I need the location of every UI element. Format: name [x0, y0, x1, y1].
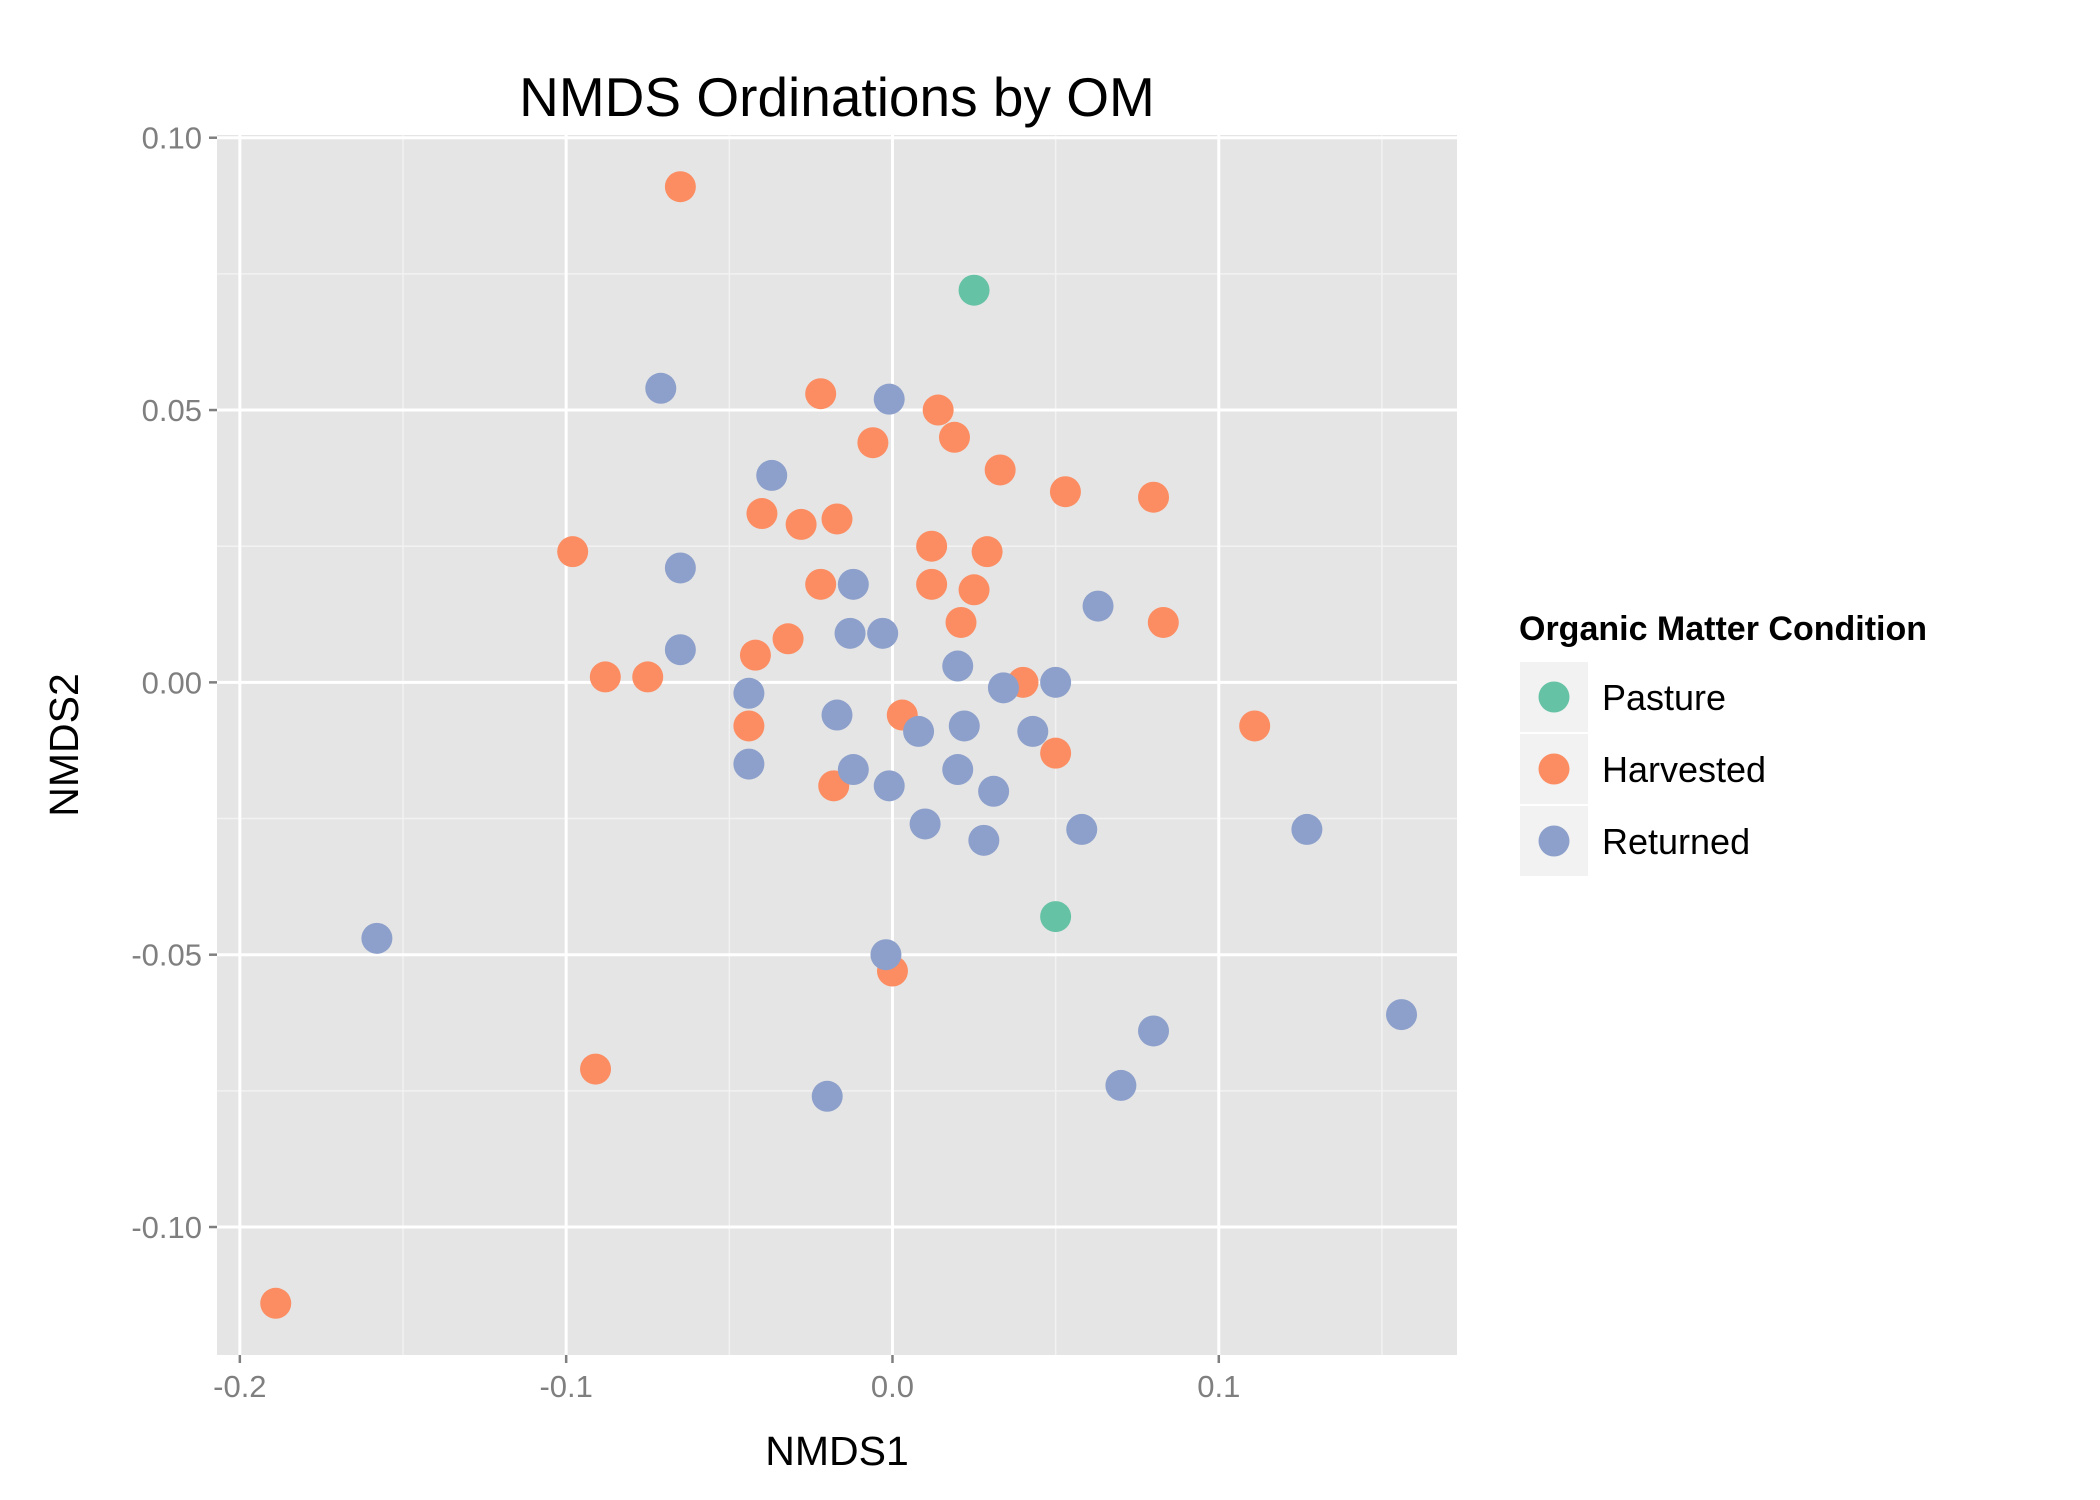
- legend-items: Pasture Harvested Returned: [1520, 662, 1766, 876]
- returned-point: [978, 775, 1010, 807]
- returned-point: [1138, 1015, 1170, 1047]
- returned-point: [1386, 999, 1418, 1031]
- y-tick-label: 0.05: [142, 393, 202, 428]
- returned-point: [837, 754, 869, 786]
- returned-point: [361, 922, 393, 954]
- x-tick-label: -0.1: [539, 1369, 592, 1404]
- harvested-point: [971, 536, 1003, 568]
- harvested-point: [916, 568, 948, 600]
- y-tick-label: 0.10: [142, 121, 202, 156]
- legend-swatch-returned: [1538, 825, 1570, 857]
- x-axis: -0.2 -0.1 0.0 0.1: [213, 1355, 1240, 1404]
- returned-point: [664, 634, 696, 666]
- harvested-point: [733, 710, 765, 742]
- harvested-point: [958, 574, 990, 606]
- harvested-point: [260, 1287, 292, 1319]
- harvested-point: [580, 1053, 612, 1085]
- returned-point: [987, 672, 1019, 704]
- returned-point: [1017, 715, 1049, 747]
- y-tick-label: 0.00: [142, 665, 202, 700]
- returned-point: [948, 710, 980, 742]
- y-axis-title: NMDS2: [41, 673, 87, 817]
- data-points: [260, 171, 1418, 1319]
- y-tick-label: -0.10: [131, 1210, 202, 1245]
- harvested-point: [916, 530, 948, 562]
- returned-point: [909, 808, 941, 840]
- returned-point: [1105, 1069, 1137, 1101]
- harvested-point: [1147, 606, 1179, 638]
- returned-point: [968, 824, 1000, 856]
- returned-point: [1291, 813, 1323, 845]
- harvested-point: [821, 503, 853, 535]
- returned-point: [867, 617, 899, 649]
- harvested-point: [746, 498, 778, 530]
- returned-point: [903, 715, 935, 747]
- returned-point: [821, 699, 853, 731]
- returned-point: [837, 568, 869, 600]
- returned-point: [834, 617, 866, 649]
- legend-label-returned: Returned: [1602, 821, 1750, 862]
- harvested-point: [1138, 481, 1170, 513]
- returned-point: [1082, 590, 1114, 622]
- returned-point: [733, 748, 765, 780]
- legend-swatch-pasture: [1538, 681, 1570, 713]
- major-gridlines: [217, 135, 1457, 1355]
- plot-panel: [217, 135, 1457, 1355]
- returned-point: [1040, 666, 1072, 698]
- harvested-point: [772, 623, 804, 655]
- returned-point: [873, 383, 905, 415]
- harvested-point: [938, 421, 970, 453]
- harvested-point: [1049, 476, 1081, 508]
- harvested-point: [922, 394, 954, 426]
- legend-swatch-harvested: [1538, 753, 1570, 785]
- harvested-point: [664, 171, 696, 203]
- x-tick-label: -0.2: [213, 1369, 266, 1404]
- harvested-point: [805, 568, 837, 600]
- returned-point: [756, 459, 788, 491]
- legend: Organic Matter Condition Pasture Harveste…: [1519, 610, 1927, 876]
- x-tick-label: 0.0: [871, 1369, 914, 1404]
- x-tick-label: 0.1: [1197, 1369, 1240, 1404]
- harvested-point: [589, 661, 621, 693]
- returned-point: [942, 754, 974, 786]
- harvested-point: [1239, 710, 1271, 742]
- returned-point: [645, 372, 677, 404]
- returned-point: [873, 770, 905, 802]
- returned-point: [942, 650, 974, 682]
- harvested-point: [1040, 737, 1072, 769]
- harvested-point: [785, 508, 817, 540]
- harvested-point: [945, 606, 977, 638]
- harvested-point: [984, 454, 1016, 486]
- returned-point: [733, 677, 765, 709]
- harvested-point: [857, 427, 889, 459]
- returned-point: [664, 552, 696, 584]
- y-tick-label: -0.05: [131, 938, 202, 973]
- returned-point: [1066, 813, 1098, 845]
- legend-label-pasture: Pasture: [1602, 677, 1726, 718]
- harvested-point: [557, 536, 589, 568]
- legend-label-harvested: Harvested: [1602, 749, 1766, 790]
- returned-point: [811, 1080, 843, 1112]
- x-axis-title: NMDS1: [765, 1428, 909, 1474]
- harvested-point: [632, 661, 664, 693]
- harvested-point: [739, 639, 771, 671]
- y-axis: 0.10 0.05 0.00 -0.05 -0.10: [131, 121, 217, 1245]
- harvested-point: [805, 378, 837, 410]
- returned-point: [870, 939, 902, 971]
- pasture-point: [958, 274, 990, 306]
- legend-title: Organic Matter Condition: [1519, 610, 1927, 648]
- chart-title: NMDS Ordinations by OM: [519, 66, 1155, 128]
- pasture-point: [1040, 901, 1072, 933]
